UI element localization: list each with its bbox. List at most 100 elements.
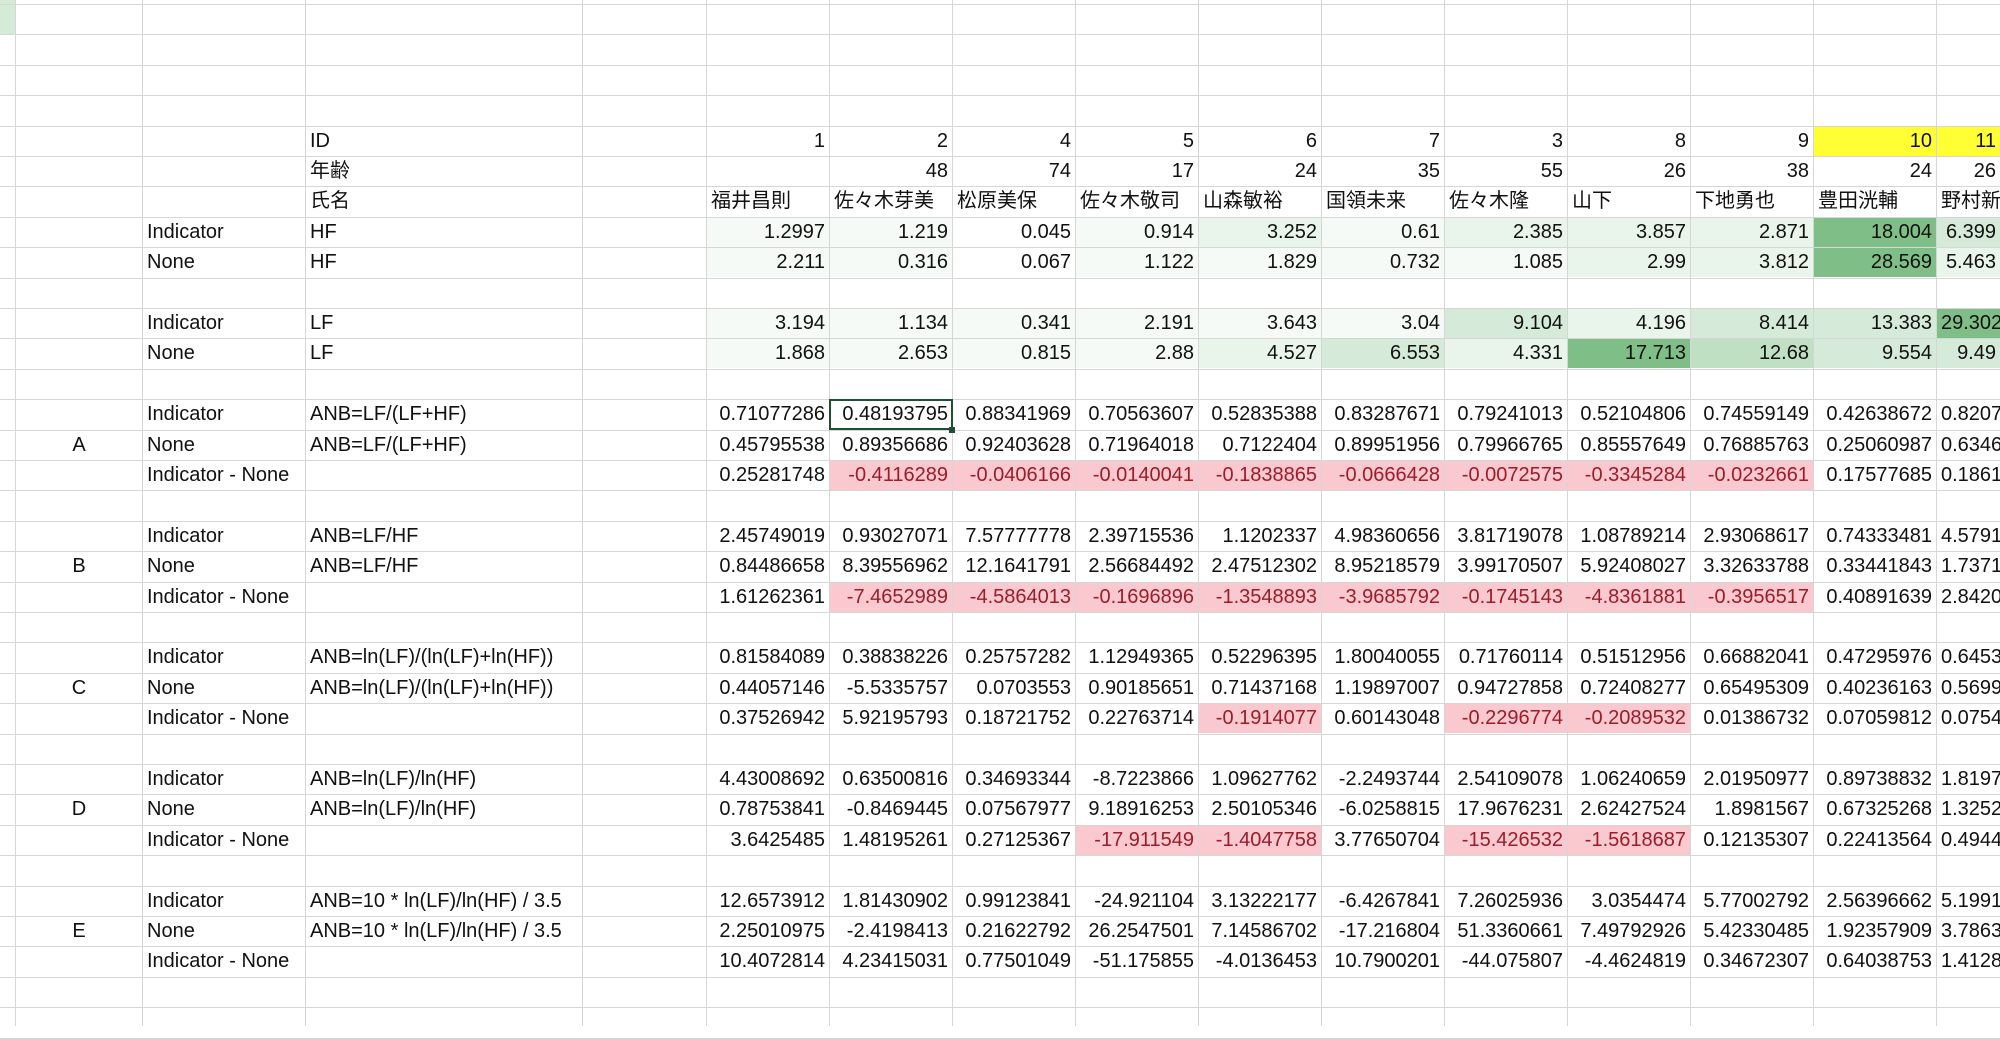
value-cell[interactable]: 4.43008692 — [719, 768, 825, 790]
value-cell[interactable]: 0.84486658 — [719, 555, 825, 577]
value-cell[interactable]: -0.8469445 — [846, 798, 948, 820]
value-cell[interactable]: 0.64535469 — [1941, 646, 2000, 668]
value-cell[interactable]: 0.7122404 — [1222, 434, 1317, 456]
value-cell[interactable]: 0.56993508 — [1941, 677, 2000, 699]
row-label[interactable]: Indicator - None — [147, 464, 290, 486]
value-cell[interactable]: 7.49792926 — [1580, 920, 1686, 942]
value-cell[interactable]: 0.49448832 — [1941, 829, 2000, 851]
formula-label[interactable]: ANB=LF/HF — [310, 555, 419, 577]
value-cell[interactable]: 0.64038753 — [1826, 950, 1932, 972]
value-cell[interactable]: 1.92357909 — [1826, 920, 1932, 942]
value-cell[interactable]: 5.92195793 — [842, 707, 948, 729]
value-cell[interactable]: 0.78753841 — [719, 798, 825, 820]
value-cell[interactable]: 1.09627762 — [1211, 768, 1317, 790]
value-cell[interactable]: 13.383 — [1814, 309, 1936, 338]
value-cell[interactable]: 0.25281748 — [719, 464, 825, 486]
value-cell[interactable]: -0.1838865 — [1199, 461, 1321, 490]
group-label[interactable]: B — [72, 555, 86, 577]
value-cell[interactable]: 0.72408277 — [1580, 677, 1686, 699]
value-cell[interactable]: 26.2547501 — [1088, 920, 1194, 942]
value-cell[interactable]: 0.92403628 — [965, 434, 1071, 456]
row-label[interactable]: Indicator — [147, 768, 224, 790]
value-cell[interactable]: 0.89951956 — [1334, 434, 1440, 456]
value-cell[interactable]: 4.331 — [1445, 339, 1567, 368]
value-cell[interactable]: 2.25010975 — [719, 920, 825, 942]
value-cell[interactable]: 3.812 — [1691, 248, 1813, 277]
value-cell[interactable]: 6.553 — [1322, 339, 1444, 368]
value-cell[interactable]: 1.06240659 — [1580, 768, 1686, 790]
value-cell[interactable]: 0.21622792 — [965, 920, 1071, 942]
value-cell[interactable]: 0.51512956 — [1580, 646, 1686, 668]
value-cell[interactable]: 0.99123841 — [965, 890, 1071, 912]
row-label[interactable]: None — [147, 677, 195, 699]
id-cell[interactable]: 3 — [1551, 130, 1563, 152]
age-cell[interactable]: 26 — [1663, 160, 1686, 182]
value-cell[interactable]: -0.1745143 — [1445, 583, 1567, 612]
value-cell[interactable]: 12.1641791 — [965, 555, 1071, 577]
value-cell[interactable]: -24.921104 — [1094, 890, 1194, 912]
value-cell[interactable]: 8.414 — [1691, 309, 1813, 338]
value-cell[interactable]: 0.60143048 — [1334, 707, 1440, 729]
value-cell[interactable]: 3.857 — [1568, 218, 1690, 247]
value-cell[interactable]: 0.01386732 — [1703, 707, 1809, 729]
value-cell[interactable]: 0.18610607 — [1941, 464, 2000, 486]
name-cell[interactable]: 山下 — [1572, 190, 1612, 212]
value-cell[interactable]: -4.0136453 — [1215, 950, 1317, 972]
value-cell[interactable]: 0.71760114 — [1458, 646, 1563, 668]
value-cell[interactable]: 2.653 — [830, 339, 952, 368]
row-label[interactable]: Indicator — [147, 646, 224, 668]
value-cell[interactable]: 0.70563607 — [1088, 403, 1194, 425]
value-cell[interactable]: 0.88341969 — [965, 403, 1071, 425]
value-cell[interactable]: -0.4116289 — [830, 461, 952, 490]
value-cell[interactable]: 9.49 — [1937, 339, 2000, 368]
value-cell[interactable]: 0.77501049 — [965, 950, 1071, 972]
value-cell[interactable]: -1.3548893 — [1199, 583, 1321, 612]
id-cell[interactable]: 4 — [1059, 130, 1071, 152]
formula-label[interactable]: ANB=ln(LF)/ln(HF) — [310, 768, 477, 790]
value-cell[interactable]: 2.56396662 — [1826, 890, 1932, 912]
value-cell[interactable]: -1.5618687 — [1568, 826, 1690, 855]
value-cell[interactable]: 0.93027071 — [842, 525, 948, 547]
value-cell[interactable]: 3.643 — [1199, 309, 1321, 338]
group-label[interactable]: D — [71, 798, 87, 820]
value-cell[interactable]: 4.196 — [1568, 309, 1690, 338]
value-cell[interactable]: -7.4652989 — [830, 583, 952, 612]
name-cell[interactable]: 山森敏裕 — [1203, 190, 1283, 212]
value-cell[interactable]: -44.075807 — [1461, 950, 1563, 972]
value-cell[interactable]: -0.3345284 — [1568, 461, 1690, 490]
value-cell[interactable]: 1.1202337 — [1222, 525, 1317, 547]
id-cell[interactable]: 2 — [936, 130, 948, 152]
value-cell[interactable]: 17.713 — [1568, 339, 1690, 368]
name-cell[interactable]: 松原美保 — [957, 190, 1037, 212]
row-label[interactable]: Indicator - None — [147, 829, 290, 851]
value-cell[interactable]: 2.62427524 — [1580, 798, 1686, 820]
value-cell[interactable]: 10.7900201 — [1334, 950, 1440, 972]
value-cell[interactable]: 18.004 — [1814, 218, 1936, 247]
row-label[interactable]: None — [147, 342, 195, 364]
formula-label[interactable]: ANB=LF/(LF+HF) — [310, 434, 467, 456]
value-cell[interactable]: 3.77650704 — [1334, 829, 1440, 851]
value-cell[interactable]: 8.95218579 — [1334, 555, 1440, 577]
value-cell[interactable]: 17.9676231 — [1457, 798, 1563, 820]
value-cell[interactable]: 2.385 — [1445, 218, 1567, 247]
value-cell[interactable]: 12.68 — [1691, 339, 1813, 368]
value-cell[interactable]: 1.61262361 — [719, 586, 825, 608]
value-cell[interactable]: 7.26025936 — [1457, 890, 1563, 912]
value-cell[interactable]: 0.38838226 — [842, 646, 948, 668]
value-cell[interactable]: 0.71964018 — [1088, 434, 1194, 456]
row-label[interactable]: Indicator - None — [147, 950, 290, 972]
age-cell[interactable]: 24 — [1294, 160, 1317, 182]
row-label[interactable]: None — [147, 798, 195, 820]
value-cell[interactable]: 0.045 — [953, 218, 1075, 247]
value-cell[interactable]: 0.83287671 — [1334, 403, 1440, 425]
value-cell[interactable]: 2.01950977 — [1703, 768, 1809, 790]
value-cell[interactable]: 0.47295976 — [1826, 646, 1932, 668]
value-cell[interactable]: 1.80040055 — [1334, 646, 1440, 668]
value-cell[interactable]: 0.341 — [953, 309, 1075, 338]
value-cell[interactable]: 0.52296395 — [1211, 646, 1317, 668]
value-cell[interactable]: 0.48193795 — [842, 403, 948, 425]
value-cell[interactable]: 0.22413564 — [1826, 829, 1932, 851]
row-label[interactable]: Indicator — [147, 890, 224, 912]
fill-handle[interactable] — [949, 427, 955, 433]
value-cell[interactable]: 4.23415031 — [842, 950, 948, 972]
